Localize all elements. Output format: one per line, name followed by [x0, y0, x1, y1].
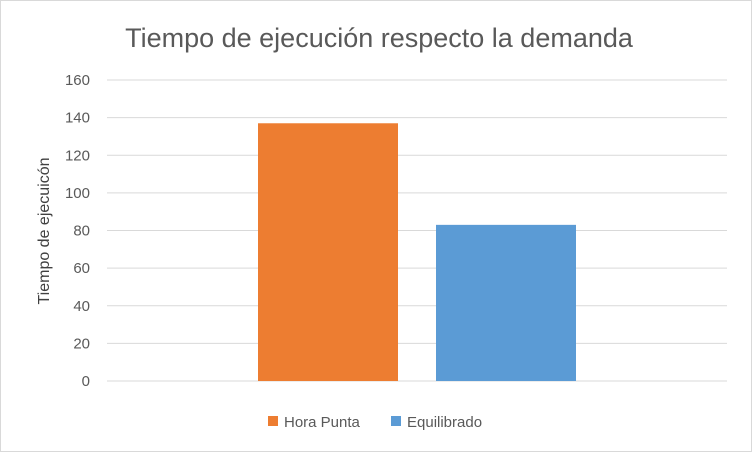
legend-label: Hora Punta	[284, 414, 361, 431]
legend-label: Equilibrado	[407, 414, 482, 431]
y-tick-label: 80	[73, 223, 90, 240]
y-tick-label: 120	[65, 147, 90, 164]
y-tick-label: 40	[73, 298, 90, 315]
y-tick-label: 60	[73, 260, 90, 277]
legend-swatch	[391, 416, 401, 426]
bar-equilibrado	[436, 224, 576, 381]
y-tick-label: 0	[82, 373, 90, 390]
y-tick-label: 160	[65, 72, 90, 89]
bar-hora-punta	[258, 123, 398, 382]
legend-swatch	[268, 416, 278, 426]
bars	[258, 123, 576, 382]
y-axis-title: Tiempo de ejecuicón	[36, 157, 53, 304]
y-tick-label: 140	[65, 110, 90, 127]
legend: Hora Punta Equilibrado	[268, 414, 482, 431]
y-tick-label: 20	[73, 335, 90, 352]
y-axis-ticks: 0 20 40 60 80 100 120 140 160	[65, 72, 90, 390]
y-tick-label: 100	[65, 185, 90, 202]
chart-title: Tiempo de ejecución respecto la demanda	[125, 23, 634, 53]
gridlines	[107, 79, 727, 382]
